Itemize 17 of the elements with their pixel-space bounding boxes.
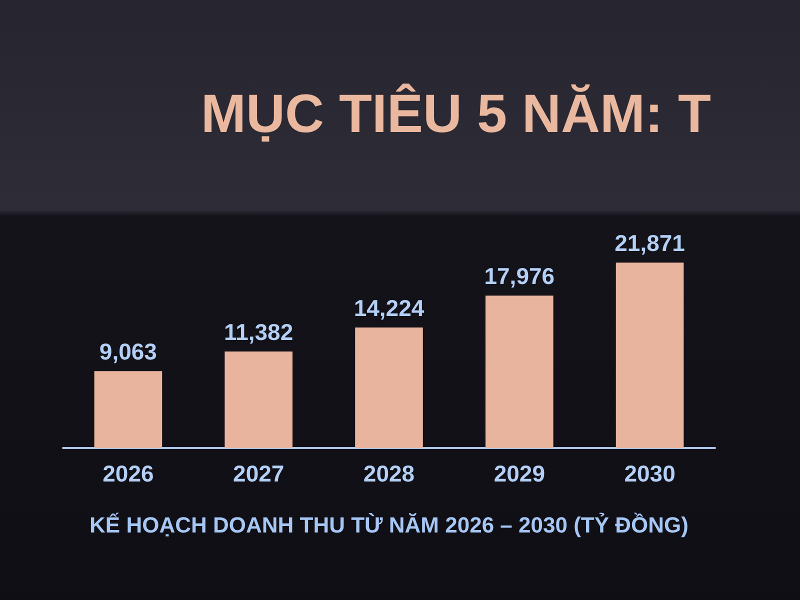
data-label: 14,224 xyxy=(354,294,424,321)
bar xyxy=(224,352,293,448)
x-tick-label: 2030 xyxy=(624,460,676,486)
bar xyxy=(616,262,684,448)
bar xyxy=(94,371,162,448)
x-tick-label: 2026 xyxy=(102,460,154,486)
data-label: 17,976 xyxy=(484,263,555,290)
bar xyxy=(355,327,423,448)
data-label: 11,382 xyxy=(224,319,294,346)
x-tick-label: 2028 xyxy=(363,460,415,486)
data-label: 21,871 xyxy=(614,230,686,256)
bar xyxy=(485,296,554,448)
data-label: 9,063 xyxy=(99,338,157,365)
chart-title: MỤC TIÊU 5 NĂM: T xyxy=(201,83,711,144)
x-tick-label: 2027 xyxy=(233,460,284,486)
x-axis-title: KẾ HOẠCH DOANH THU TỪ NĂM 2026 – 2030 (TỶ ĐỒNG) xyxy=(90,512,688,538)
x-tick-label: 2029 xyxy=(494,460,545,486)
